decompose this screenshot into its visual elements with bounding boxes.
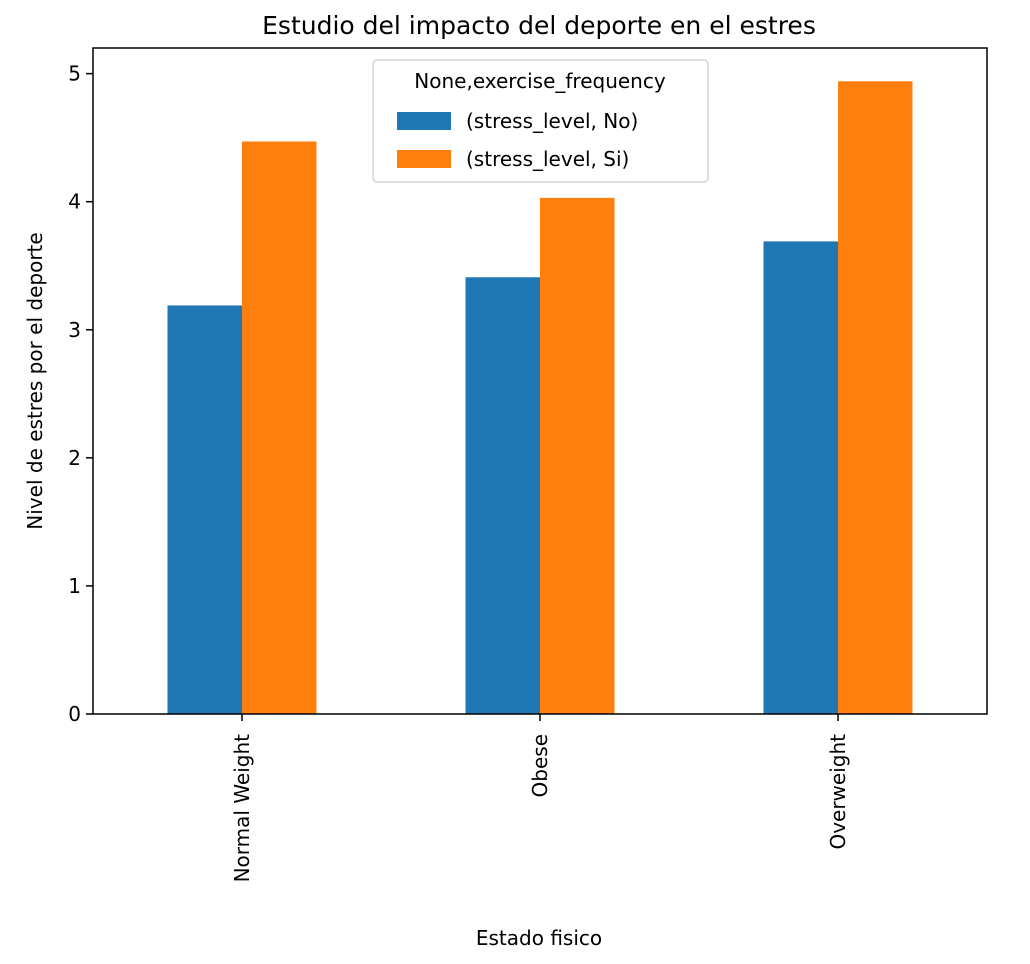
chart-title: Estudio del impacto del deporte en el es… xyxy=(262,11,816,40)
legend-label-si: (stress_level, Si) xyxy=(466,147,629,171)
y-tick-label: 4 xyxy=(68,190,81,214)
bar-no-0 xyxy=(167,305,242,714)
y-tick-label: 5 xyxy=(68,62,81,86)
y-axis-label: Nivel de estres por el deporte xyxy=(23,232,47,529)
bar-si-2 xyxy=(838,81,913,715)
bar-si-1 xyxy=(540,197,615,715)
x-tick-label: Overweight xyxy=(826,734,850,850)
legend-frame xyxy=(372,59,709,183)
y-tick-label: 2 xyxy=(68,446,81,470)
y-tick-label: 1 xyxy=(68,574,81,598)
legend-label-no: (stress_level, No) xyxy=(466,109,638,133)
bars-group xyxy=(167,81,913,715)
bar-no-1 xyxy=(465,277,540,714)
bar-no-2 xyxy=(763,241,838,714)
y-axis: 0 1 2 3 4 5 xyxy=(68,62,93,726)
x-tick-label: Normal Weight xyxy=(230,734,254,883)
y-tick-label: 0 xyxy=(68,702,81,726)
x-axis-label: Estado fisico xyxy=(476,926,602,950)
legend-swatch-no xyxy=(397,112,451,130)
x-tick-label: Obese xyxy=(528,734,552,797)
y-tick-label: 3 xyxy=(68,318,81,342)
legend-swatch-si xyxy=(397,150,451,168)
x-axis: Normal Weight Obese Overweight xyxy=(230,714,850,882)
legend-title: None,exercise_frequency xyxy=(414,69,666,93)
legend: None,exercise_frequency (stress_level, N… xyxy=(372,59,709,183)
bar-si-0 xyxy=(242,141,317,714)
